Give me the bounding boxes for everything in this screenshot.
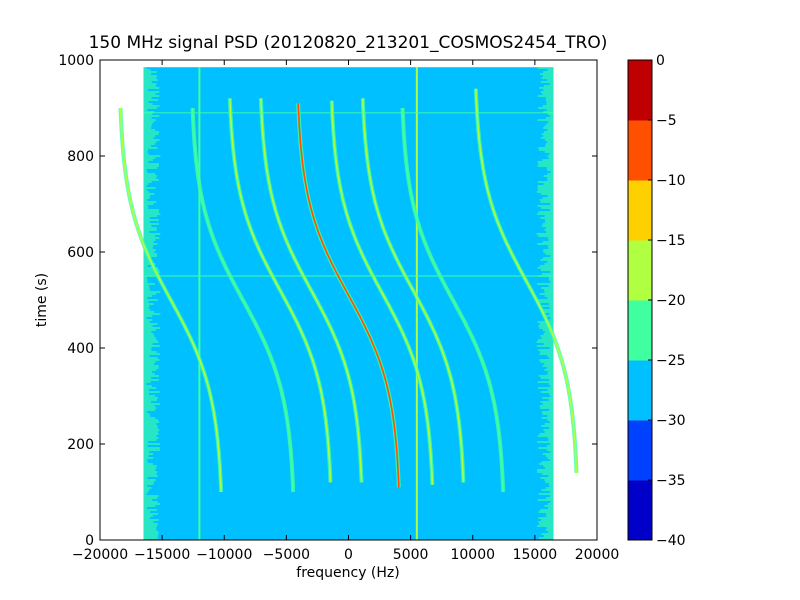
x-axis-label: frequency (Hz) bbox=[296, 565, 399, 581]
y-tick-label: 0 bbox=[85, 533, 94, 549]
signal-trace bbox=[401, 108, 504, 493]
signal-trace bbox=[362, 98, 465, 483]
heatmap-layer bbox=[118, 67, 579, 540]
chart-title: 150 MHz signal PSD (20120820_213201_COSM… bbox=[89, 33, 608, 53]
y-tick-label: 200 bbox=[67, 437, 94, 453]
y-axis-label: time (s) bbox=[34, 273, 50, 327]
colorbar: −40 −35 −30 −25 −20 −15 −10 −5 0 bbox=[627, 53, 686, 549]
x-tick-label: −10000 bbox=[196, 547, 252, 563]
axes: −20000 −15000 −10000 −5000 0 5000 10000 15000 20… bbox=[58, 53, 619, 563]
colorbar-tick-label: −25 bbox=[656, 353, 686, 369]
colorbar-tick-label: 0 bbox=[656, 53, 665, 69]
colorbar-tick-label: −40 bbox=[656, 533, 686, 549]
x-tick-label: 20000 bbox=[575, 547, 620, 563]
colorbar-tick-label: −30 bbox=[656, 413, 686, 429]
colorbar-segment bbox=[628, 120, 652, 181]
colorbar-segment bbox=[628, 360, 652, 421]
y-tick-label: 800 bbox=[67, 149, 94, 165]
signal-trace bbox=[191, 107, 294, 493]
signal-trace bbox=[229, 98, 332, 483]
signal-trace bbox=[260, 98, 363, 483]
x-tick-label: 5000 bbox=[393, 547, 429, 563]
colorbar-segment bbox=[628, 420, 652, 481]
colorbar-tick-label: −20 bbox=[656, 293, 686, 309]
x-tick-label: 0 bbox=[344, 547, 353, 563]
colorbar-segment bbox=[628, 180, 652, 241]
signal-trace bbox=[330, 100, 434, 485]
x-tick-label: −20000 bbox=[72, 547, 128, 563]
colorbar-segment bbox=[628, 300, 652, 361]
colorbar-segment bbox=[628, 60, 652, 121]
x-tick-label: 10000 bbox=[450, 547, 495, 563]
y-tick-label: 600 bbox=[67, 245, 94, 261]
signal-trace bbox=[119, 107, 222, 492]
colorbar-tick-label: −35 bbox=[656, 473, 686, 489]
x-tick-label: −15000 bbox=[134, 547, 190, 563]
y-tick-label: 400 bbox=[67, 341, 94, 357]
heatmap-background bbox=[143, 67, 554, 540]
plot-area bbox=[118, 67, 579, 540]
colorbar-tick-label: −15 bbox=[656, 233, 686, 249]
colorbar-tick-label: −10 bbox=[656, 173, 686, 189]
edge-noise bbox=[143, 67, 554, 540]
signal-trace bbox=[475, 88, 578, 473]
x-tick-label: 15000 bbox=[513, 547, 558, 563]
y-tick-label: 1000 bbox=[58, 53, 94, 69]
signal-trace bbox=[297, 103, 400, 488]
colorbar-tick-label: −5 bbox=[656, 113, 677, 129]
colorbar-segment bbox=[628, 240, 652, 301]
x-tick-label: −5000 bbox=[263, 547, 310, 563]
colorbar-segment bbox=[628, 480, 652, 541]
